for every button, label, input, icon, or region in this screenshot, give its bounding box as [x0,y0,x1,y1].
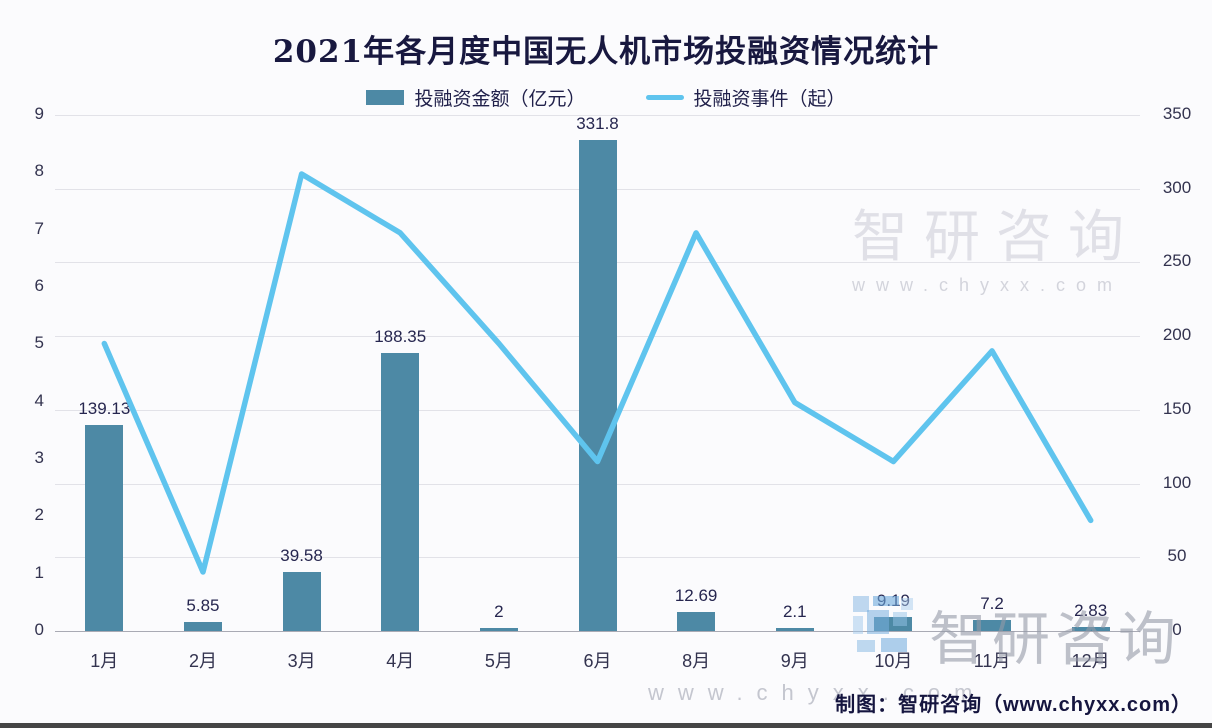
chart-title: 2021年各月度中国无人机市场投融资情况统计 [272,34,940,70]
legend-label-events: 投融资事件（起） [693,89,846,110]
bar [85,425,124,631]
bar-value-label: 2.1 [782,601,807,621]
bottom-border-strip [0,723,1212,728]
watermark-top: 智研咨询 www.chyxx.com [852,192,1140,296]
bar-series-swatch-icon [366,90,405,105]
bar [282,572,321,631]
bar-value-label: 7.2 [980,594,1004,614]
line-series-path [101,171,1094,575]
bar-value-label: 139.13 [78,399,131,419]
bar [479,628,518,631]
left-axis-tick: 4 [34,390,44,410]
bar-value-label: 2 [494,602,504,622]
x-axis-label: 12月 [1071,651,1110,671]
left-axis-tick: 0 [34,620,44,639]
x-axis-label: 1月 [90,651,119,671]
left-axis-tick: 8 [34,161,44,181]
right-axis-tick: 50 [1167,546,1187,566]
left-axis-tick: 6 [34,276,44,295]
watermark-top-brand: 智研咨询 [852,205,1140,268]
bar [381,352,420,631]
bar-value-label: 39.58 [280,546,323,566]
x-axis-label: 2月 [188,651,217,671]
legend-item-events: 投融资事件（起） [645,84,846,111]
left-axis-tick: 7 [34,218,44,238]
source-caption: 制图：智研咨询（www.chyxx.com） [835,694,1192,716]
x-axis-label: 5月 [484,651,513,671]
x-axis-label: 11月 [973,651,1011,671]
bar [578,140,617,631]
right-axis-tick: 200 [1162,325,1192,345]
right-axis-tick: 250 [1162,251,1192,271]
left-axis-tick: 3 [34,448,44,467]
legend-label-amount: 投融资金额（亿元） [414,89,586,110]
bar [1071,626,1110,631]
line-series [101,171,1094,575]
bar-value-label: 5.85 [186,596,220,616]
bar [775,627,814,631]
left-axis-tick: 9 [34,104,44,123]
x-axis-label: 6月 [583,651,612,671]
left-axis-tick: 5 [34,333,44,353]
chyxx-logo-mosaic-icon [853,596,915,654]
left-axis-tick: 1 [34,562,44,582]
right-axis-tick: 150 [1162,398,1192,418]
watermark-bottom: 智研咨询 www.chyxx.com [648,592,1181,706]
x-axis-label: 3月 [287,651,316,671]
bar [973,620,1012,631]
gridline [55,115,1140,116]
right-axis-tick: 300 [1162,177,1192,197]
bar-value-label: 188.35 [374,326,427,346]
legend: 投融资金额（亿元） 投融资事件（起） [0,84,1212,111]
right-axis-tick: 0 [1172,620,1182,639]
x-axis-label: 10月 [874,651,913,671]
bar-value-label: 12.69 [674,586,718,606]
x-axis-label: 4月 [386,651,415,671]
right-axis-tick: 100 [1162,472,1192,492]
gridline [55,631,1140,632]
watermark-bottom-brand: 智研咨询 [929,607,1182,672]
bar-value-label: 331.8 [576,114,619,134]
bar [677,612,716,631]
bar-value-label: 2.83 [1074,600,1108,620]
x-axis-label: 8月 [682,651,711,671]
line-series-swatch-icon [645,95,684,100]
watermark-top-url: www.chyxx.com [852,275,1124,295]
x-axis-label: 9月 [780,651,809,671]
right-axis-tick: 350 [1162,104,1192,123]
left-axis-tick: 2 [34,505,44,525]
watermark-bottom-url: www.chyxx.com [648,680,987,705]
legend-item-amount: 投融资金额（亿元） [366,84,586,111]
bar [183,622,222,631]
